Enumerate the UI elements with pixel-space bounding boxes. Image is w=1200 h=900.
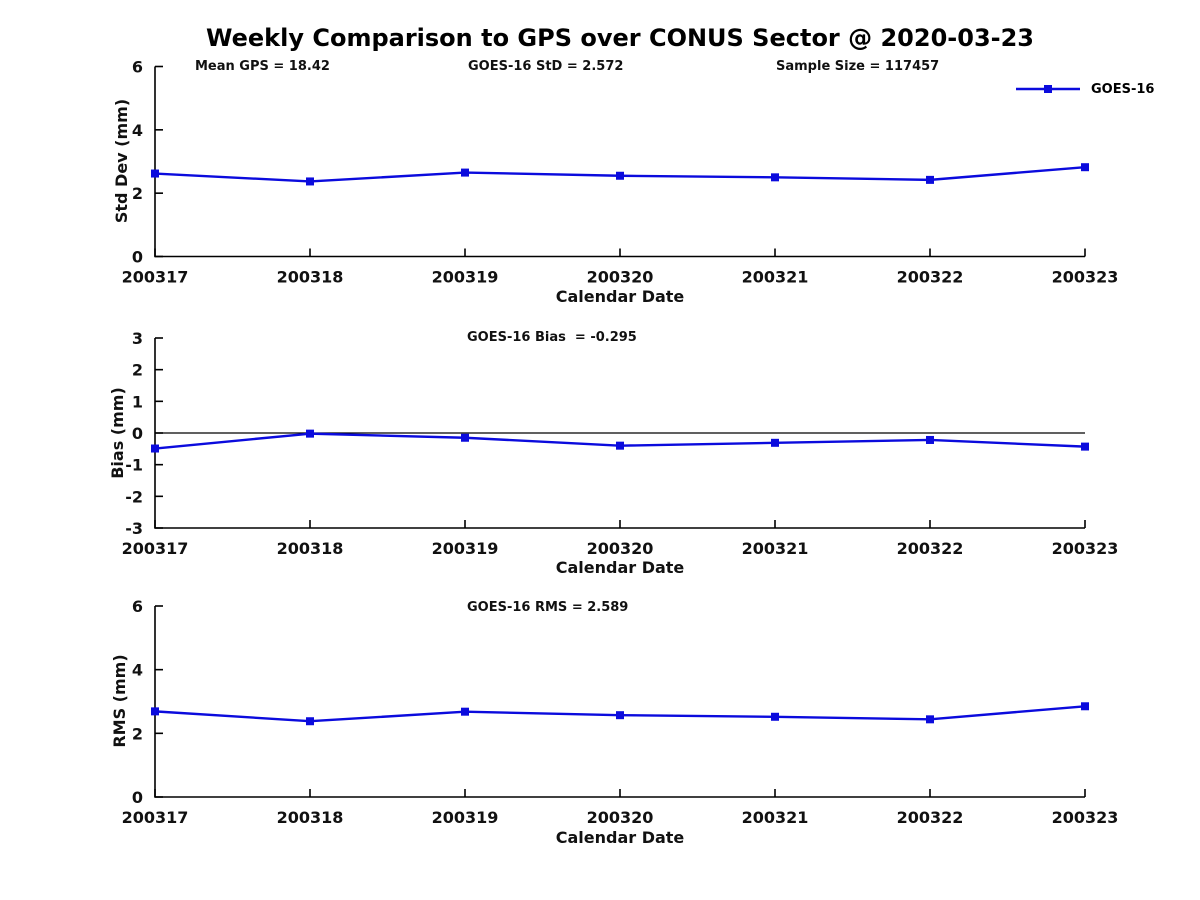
annotation-rms: GOES-16 RMS = 2.589 [467, 600, 629, 615]
y-axis-tick-label: 0 [132, 424, 143, 443]
x-axis-tick-label: 200318 [277, 268, 344, 287]
data-point-marker [771, 438, 779, 447]
y-axis-tick-label: 2 [132, 361, 143, 380]
data-point-marker [306, 429, 314, 438]
legend: GOES-16 [1014, 81, 1154, 97]
data-point-marker [461, 433, 469, 442]
data-point-marker [926, 435, 934, 444]
x-axis-tick-label: 200323 [1052, 539, 1119, 558]
x-axis-tick-label: 200319 [432, 808, 499, 827]
y-axis-tick-label: 6 [132, 597, 143, 616]
x-axis-tick-label: 200322 [897, 539, 964, 558]
data-point-marker [616, 441, 624, 450]
x-axis-tick-label: 200322 [897, 808, 964, 827]
rms-plot-area: 0 2 4 6 200317 200318 200319 200320 200321 200322… [122, 597, 1119, 827]
axis-spines [154, 66, 1085, 258]
x-axis-tick-label: 200322 [897, 268, 964, 287]
x-axis-tick-label: 200318 [277, 539, 344, 558]
annotation-std: GOES-16 StD = 2.572 [468, 59, 624, 74]
x-axis-tick-label: 200319 [432, 268, 499, 287]
data-point-marker [616, 711, 624, 720]
x-axis-tick-label: 200321 [742, 539, 809, 558]
y-axis-tick-label: 0 [132, 788, 143, 807]
y-axis-tick-label: 1 [132, 392, 143, 411]
chart-title: Weekly Comparison to GPS over CONUS Sect… [205, 24, 1034, 52]
y-axis-tick-label: 0 [132, 248, 143, 267]
y-axis-tick-label: -1 [125, 456, 143, 475]
x-axis-label-rms: Calendar Date [555, 828, 685, 847]
x-axis-label-bias: Calendar Date [555, 558, 685, 577]
x-axis-tick-label: 200317 [122, 539, 189, 558]
data-point-marker [151, 707, 159, 716]
x-axis-tick-label: 200323 [1052, 268, 1119, 287]
bias-plot-area: -3 -2 -1 0 1 2 3 200317 200318 200319 200320 200321… [122, 329, 1119, 558]
x-axis-tick-label: 200323 [1052, 808, 1119, 827]
data-point-marker [1081, 163, 1089, 172]
data-point-marker [926, 175, 934, 184]
x-axis-tick-label: 200319 [432, 539, 499, 558]
data-point-marker [771, 712, 779, 721]
x-axis-tick-label: 200320 [587, 539, 654, 558]
data-point-marker [1081, 442, 1089, 451]
y-axis-tick-label: 4 [132, 121, 143, 140]
y-axis-tick-label: -2 [125, 487, 143, 506]
y-axis-tick-label: 6 [132, 58, 143, 77]
data-point-marker [461, 168, 469, 177]
axis-spines [154, 606, 1085, 798]
data-point-marker [151, 444, 159, 453]
annotation-sample-size: Sample Size = 117457 [776, 59, 940, 74]
x-axis-tick-label: 200320 [587, 808, 654, 827]
x-axis-tick-label: 200320 [587, 268, 654, 287]
data-point-marker [616, 171, 624, 180]
legend-line-sample-icon [1016, 85, 1080, 93]
x-axis-tick-label: 200317 [122, 808, 189, 827]
data-point-marker [926, 715, 934, 724]
legend-label: GOES-16 [1091, 81, 1155, 97]
x-axis-label-stddev: Calendar Date [555, 287, 685, 306]
data-point-marker [771, 173, 779, 182]
data-point-marker [461, 707, 469, 716]
data-point-marker [151, 169, 159, 178]
x-axis-tick-label: 200321 [742, 808, 809, 827]
x-axis-tick-label: 200317 [122, 268, 189, 287]
data-point-marker [306, 177, 314, 186]
x-axis-tick-label: 200318 [277, 808, 344, 827]
data-point-marker [1081, 702, 1089, 711]
y-axis-tick-label: 3 [132, 329, 143, 348]
y-axis-tick-label: -3 [125, 519, 143, 538]
y-axis-tick-label: 2 [132, 184, 143, 203]
y-axis-tick-label: 4 [132, 661, 143, 680]
y-axis-tick-label: 2 [132, 724, 143, 743]
annotation-bias: GOES-16 Bias = -0.295 [467, 330, 637, 345]
annotation-mean-gps: Mean GPS = 18.42 [195, 59, 330, 74]
stddev-plot-area: 0 2 4 6 200317 200318 200319 200320 200321 200322… [122, 58, 1119, 287]
x-axis-tick-label: 200321 [742, 268, 809, 287]
data-point-marker [306, 717, 314, 726]
